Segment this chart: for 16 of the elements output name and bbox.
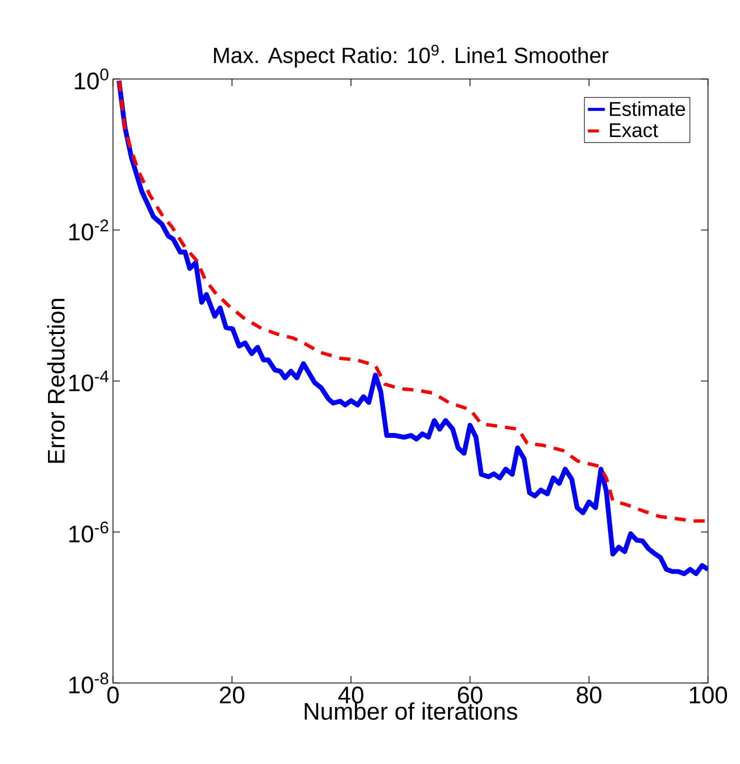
y-tick-label: 10$^{-8}$ <box>69 672 108 694</box>
x-tick-label: 40 <box>338 686 364 704</box>
x-tick-label: 0 <box>107 686 119 704</box>
legend-label: Exact <box>610 123 658 138</box>
x-tick-label: 80 <box>576 686 602 704</box>
x-tick-label: 20 <box>220 686 244 704</box>
y-tick-label: 10$^{-4}$ <box>69 370 108 392</box>
x-tick-label: 100 <box>690 686 728 704</box>
legend-label: Estimate <box>610 101 685 116</box>
chart-title: Max. Aspect Ratio: 10$^{9}$. Line1 Smoother <box>214 44 608 68</box>
y-tick-label: 10$^{-6}$ <box>69 522 108 542</box>
y-tick-label: 10$^{0}$ <box>74 68 108 90</box>
y-tick-label: 10$^{-2}$ <box>69 220 108 240</box>
x-axis-title: Number of iterations <box>304 702 518 720</box>
x-tick-label: 60 <box>458 686 482 704</box>
y-axis-title: Error Reduction <box>47 298 65 463</box>
